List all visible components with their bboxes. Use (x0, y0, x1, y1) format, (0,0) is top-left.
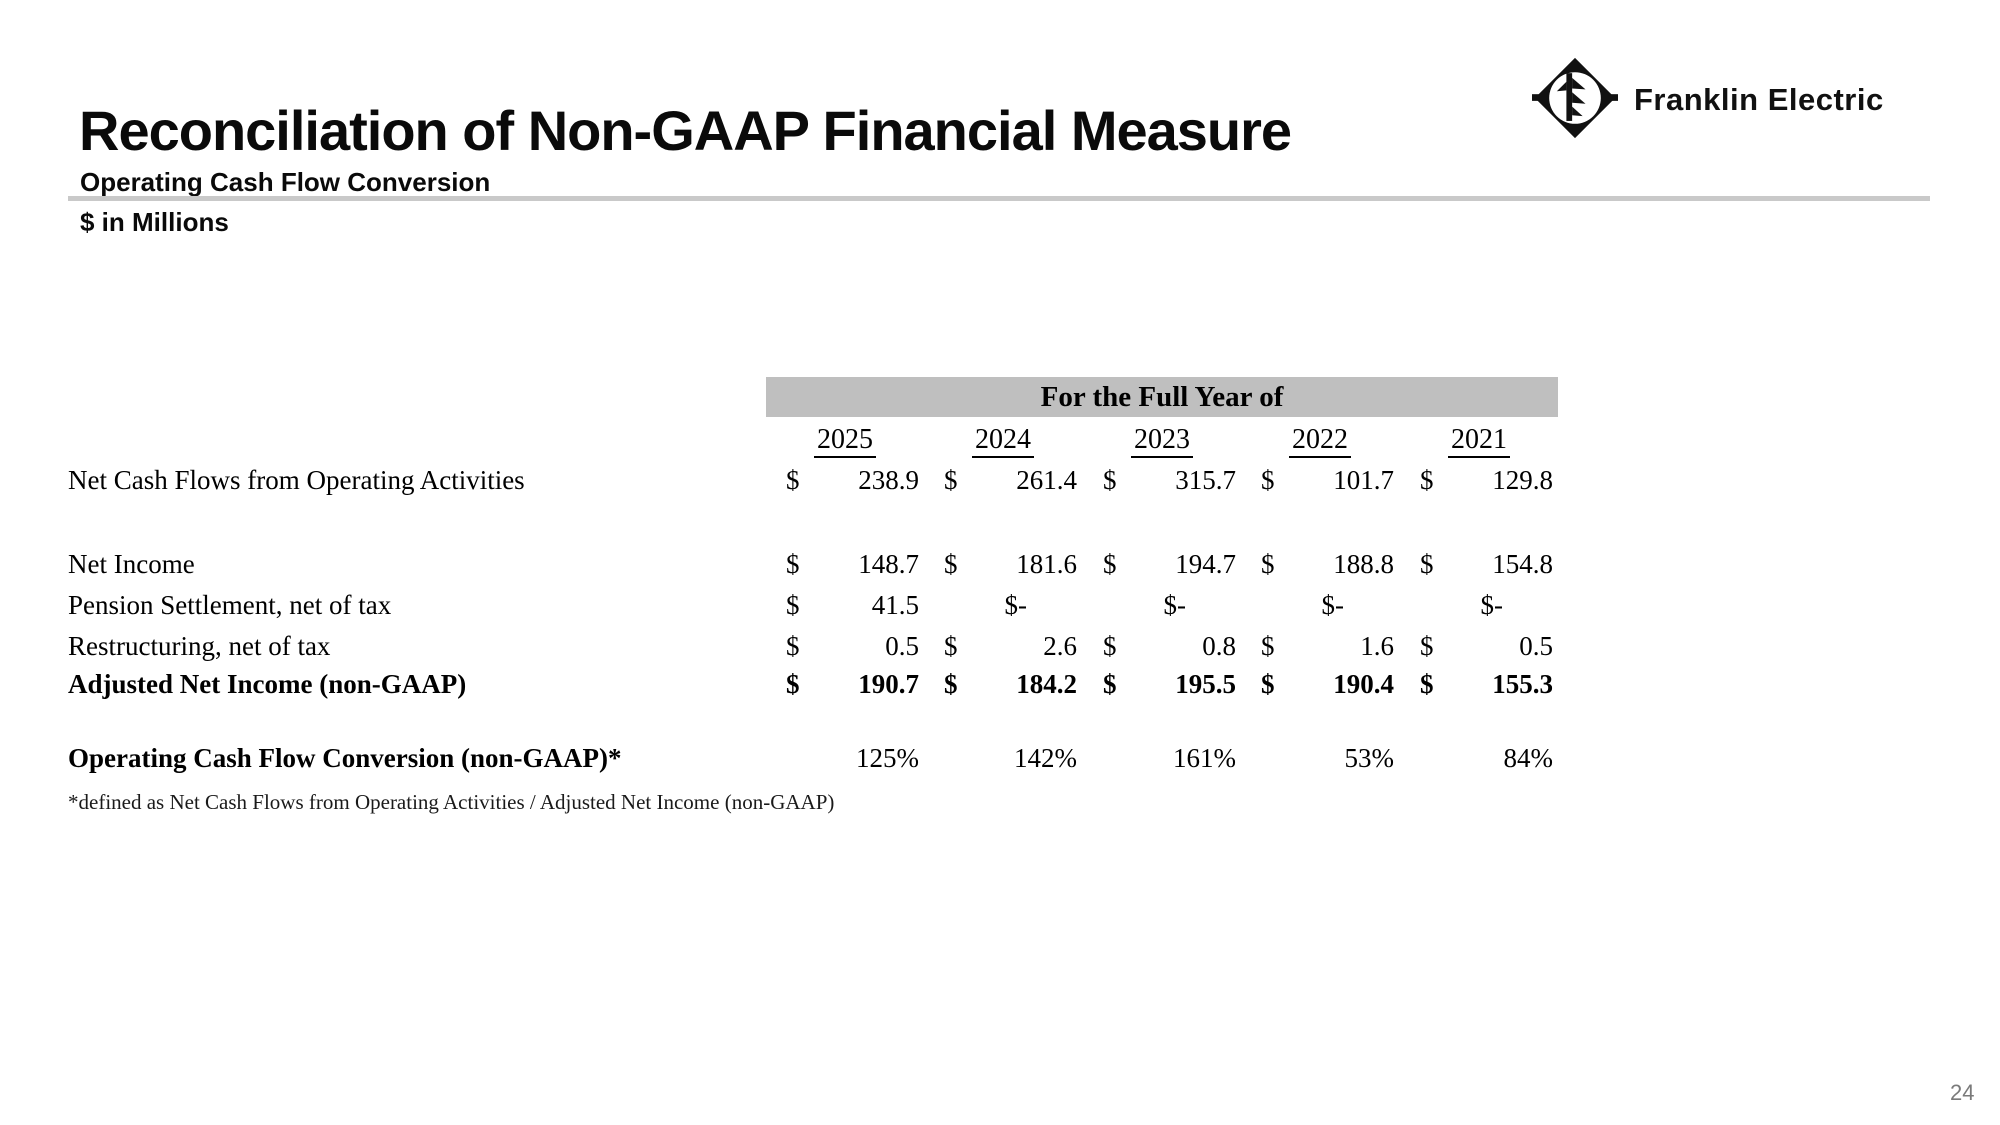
footnote: *defined as Net Cash Flows from Operatin… (68, 790, 835, 814)
table-cell: $0.5 (1420, 631, 1553, 661)
row-label: Operating Cash Flow Conversion (non-GAAP… (68, 743, 622, 773)
table-cell: $129.8 (1420, 465, 1553, 495)
table-cell: 125% (856, 743, 919, 773)
table-cell: $181.6 (944, 549, 1077, 579)
page-number: 24 (1950, 1080, 1975, 1105)
table-cell: 142% (1014, 743, 1077, 773)
table-cell: $ - (1480, 590, 1504, 620)
page-title: Reconciliation of Non-GAAP Financial Mea… (79, 99, 1292, 162)
row-label: Restructuring, net of tax (68, 631, 331, 661)
table-cell: $184.2 (944, 669, 1077, 699)
year-column-header: 2025 (766, 424, 924, 458)
company-logo: Franklin Electric (1532, 54, 1884, 146)
table-cell: $238.9 (786, 465, 919, 495)
row-label: Pension Settlement, net of tax (68, 590, 392, 620)
table-header-band: For the Full Year of (766, 377, 1558, 417)
table-cell: $ - (1004, 590, 1028, 620)
table-cell: $195.5 (1103, 669, 1236, 699)
table-row: Pension Settlement, net of tax $41.5 $ - … (68, 589, 1560, 621)
table-cell: $155.3 (1420, 669, 1553, 699)
table-row-conversion: Operating Cash Flow Conversion (non-GAAP… (68, 742, 1560, 774)
table-cell: $1.6 (1261, 631, 1394, 661)
table-cell: 84% (1503, 743, 1554, 773)
units-label: $ in Millions (80, 207, 229, 237)
table-cell: $188.8 (1261, 549, 1394, 579)
table-cell: $ - (1321, 590, 1345, 620)
table-cell: $261.4 (944, 465, 1077, 495)
row-label: Net Income (68, 549, 195, 579)
table-cell: $194.7 (1103, 549, 1236, 579)
year-column-header: 2021 (1400, 424, 1558, 458)
year-column-header: 2022 (1241, 424, 1399, 458)
table-cell: $0.8 (1103, 631, 1236, 661)
company-name: Franklin Electric (1634, 82, 1884, 117)
franklin-electric-diamond-icon (1532, 52, 1618, 149)
table-cell: $41.5 (786, 590, 919, 620)
table-row: Net Income $148.7 $181.6 $194.7 $188.8 $… (68, 548, 1560, 580)
header-divider (68, 196, 1930, 201)
table-cell: $0.5 (786, 631, 919, 661)
row-label: Adjusted Net Income (non-GAAP) (68, 669, 467, 699)
table-cell: $148.7 (786, 549, 919, 579)
table-row-total: Adjusted Net Income (non-GAAP) $190.7 $1… (68, 668, 1560, 700)
table-cell: $154.8 (1420, 549, 1553, 579)
table-cell: $2.6 (944, 631, 1077, 661)
table-cell: 53% (1344, 743, 1395, 773)
row-label: Net Cash Flows from Operating Activities (68, 465, 525, 495)
table-cell: $190.7 (786, 669, 919, 699)
table-cell: $101.7 (1261, 465, 1394, 495)
table-cell: $ - (1163, 590, 1187, 620)
table-cell: 161% (1173, 743, 1236, 773)
year-column-header: 2024 (924, 424, 1082, 458)
table-cell: $190.4 (1261, 669, 1394, 699)
year-column-header: 2023 (1083, 424, 1241, 458)
table-cell: $315.7 (1103, 465, 1236, 495)
page-subtitle: Operating Cash Flow Conversion (80, 167, 491, 197)
table-year-header-row: 2025 2024 2023 2022 2021 (766, 424, 1558, 459)
table-row: Restructuring, net of tax $0.5 $2.6 $0.8… (68, 630, 1560, 662)
table-row: Net Cash Flows from Operating Activities… (68, 464, 1560, 496)
